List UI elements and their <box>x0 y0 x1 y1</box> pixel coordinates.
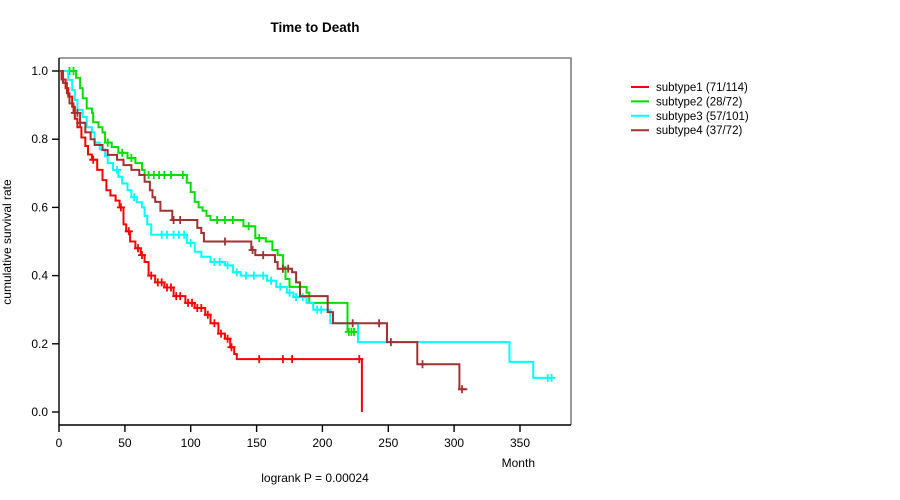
x-tick-label: 250 <box>378 436 398 450</box>
plot-title: Time to Death <box>270 20 359 35</box>
plot-generated-layer: 0 50 100 150 200 250 300 350 0.0 0.2 0.4 0.6 0.8 1.0 s… <box>31 57 749 450</box>
legend-item-label: subtype4 (37/72) <box>656 125 742 137</box>
plot-border <box>59 57 572 425</box>
y-tick-label: 0.8 <box>31 132 48 146</box>
legend-item-label: subtype1 (71/114) <box>656 82 748 94</box>
legend-item-label: subtype2 (28/72) <box>656 96 742 108</box>
censor-marks-subtype3 <box>113 165 556 382</box>
logrank-annotation: logrank P = 0.00024 <box>261 471 369 485</box>
y-axis-title: cumulative survival rate <box>0 179 14 305</box>
x-axis-title: Month <box>502 456 535 470</box>
y-tick-label: 0.0 <box>31 405 48 419</box>
y-tick-label: 1.0 <box>31 64 48 78</box>
y-tick-label: 0.2 <box>31 337 48 351</box>
censor-marks-subtype2 <box>65 67 358 336</box>
survival-curve-subtype4 <box>59 70 468 391</box>
y-tick-label: 0.4 <box>31 269 48 283</box>
legend-item-label: subtype3 (57/101) <box>656 111 749 123</box>
survival-curve-subtype2 <box>59 70 357 333</box>
censor-marks-subtype4 <box>70 108 466 394</box>
x-tick-label: 150 <box>247 436 267 450</box>
survival-curve-subtype3 <box>59 70 552 379</box>
x-tick-label: 200 <box>312 436 332 450</box>
y-tick-label: 0.6 <box>31 200 48 214</box>
x-tick-label: 350 <box>510 436 530 450</box>
x-tick-label: 50 <box>118 436 132 450</box>
censor-marks-subtype1 <box>89 155 364 364</box>
x-tick-label: 300 <box>444 436 464 450</box>
x-tick-label: 0 <box>56 436 63 450</box>
x-tick-label: 100 <box>181 436 201 450</box>
